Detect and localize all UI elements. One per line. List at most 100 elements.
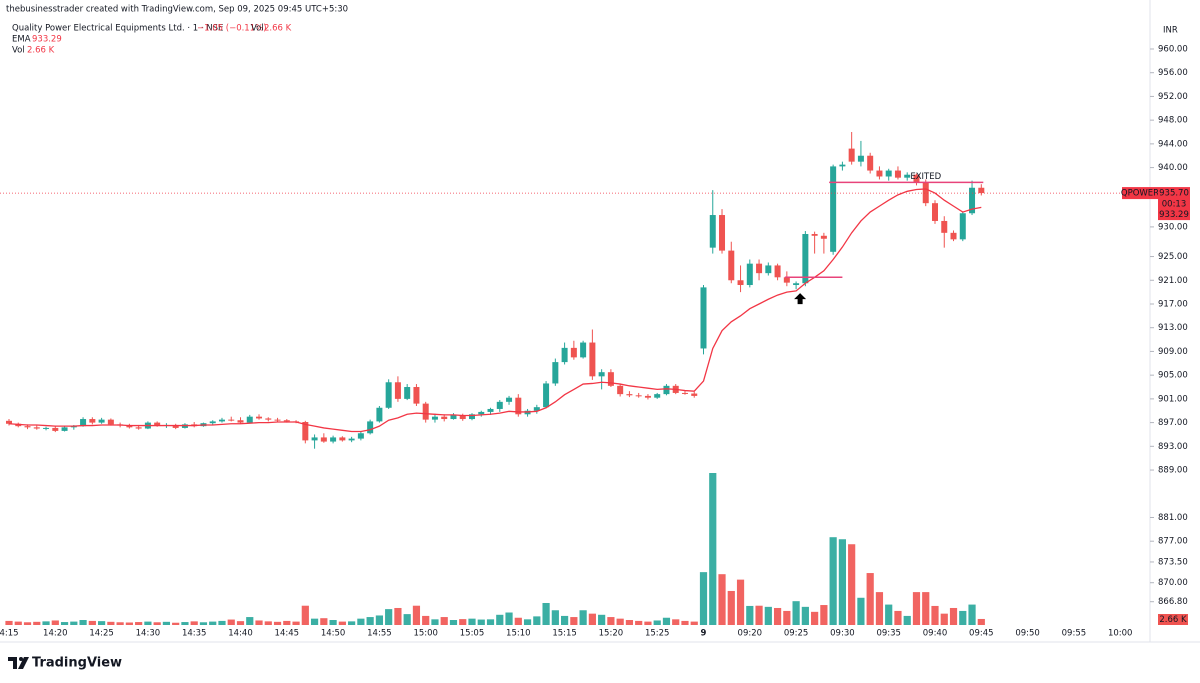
brand-logo: [8, 657, 29, 669]
x-tick-label: 09:25: [784, 629, 809, 639]
candle-body: [561, 347, 568, 363]
candle-body: [552, 362, 559, 384]
volume-bar: [403, 614, 411, 625]
volume-bar: [811, 611, 819, 625]
volume-bar: [162, 621, 171, 625]
candle-body: [756, 263, 763, 274]
candle-body: [932, 203, 938, 221]
volume-bar: [820, 605, 828, 625]
candle-body: [644, 395, 651, 398]
volume-bar: [394, 607, 402, 625]
y-tick-label: 913.00: [1158, 323, 1188, 333]
candle-body: [274, 419, 281, 421]
candle-body: [320, 437, 327, 442]
volume-bar: [653, 620, 661, 625]
ema-line: [8, 188, 982, 433]
volume-bar: [792, 601, 800, 625]
volume-bar: [959, 610, 967, 625]
volume-bar: [773, 607, 782, 625]
candle-body: [570, 347, 577, 358]
candle-body: [394, 382, 401, 399]
candle-body: [98, 419, 105, 423]
y-tick-label: 944.00: [1158, 139, 1188, 149]
volume-bar: [931, 605, 939, 625]
candle-body: [978, 187, 985, 194]
volume-bar: [764, 606, 772, 625]
volume-bar: [468, 618, 476, 625]
volume-bar: [42, 621, 50, 625]
ema-label: EMA: [12, 35, 31, 45]
x-tick-label: 10:00: [1108, 629, 1133, 639]
candle-body: [218, 419, 225, 422]
candle-body: [413, 387, 420, 404]
volume-bar: [375, 615, 383, 625]
volume-bar: [125, 622, 133, 625]
volume-bar: [940, 613, 948, 625]
volume-bar: [922, 592, 930, 625]
volume-bar: [968, 604, 976, 625]
candle-body: [43, 427, 50, 429]
candle-body: [52, 427, 59, 431]
y-tick-label: 909.00: [1158, 347, 1188, 357]
candle-body: [728, 250, 735, 281]
volume-bar: [542, 602, 550, 625]
x-tick-label: 14:35: [182, 629, 207, 639]
candle-body: [654, 394, 661, 398]
candle-body: [913, 174, 920, 183]
candle-body: [533, 407, 540, 411]
volume-bar: [412, 605, 421, 625]
volume-bar: [755, 605, 763, 625]
volume-bar: [385, 609, 393, 625]
vol2-label: Vol: [12, 46, 25, 56]
volume-bar: [903, 615, 911, 625]
y-tick-label: 877.00: [1158, 537, 1188, 547]
volume-bar: [246, 617, 254, 625]
volume-bar: [496, 614, 504, 625]
candle-body: [811, 234, 818, 236]
candle-body: [246, 416, 253, 423]
volume-bar: [699, 572, 708, 625]
candle-body: [950, 232, 957, 240]
y-tick-label: 940.00: [1158, 163, 1188, 173]
candle-body: [228, 419, 235, 421]
volume-bar: [329, 620, 337, 625]
volume-bar: [829, 537, 837, 625]
volume-bar: [736, 579, 745, 625]
volume-bar: [459, 619, 467, 625]
candle-body: [709, 215, 716, 248]
x-tick-label: 15:25: [645, 629, 670, 639]
candle-body: [820, 235, 827, 239]
volume-bar: [264, 621, 272, 625]
candle-body: [459, 415, 466, 420]
volume-bar: [912, 592, 921, 625]
candle-body: [737, 280, 744, 286]
candle-body: [598, 372, 605, 377]
y-tick-label: 893.00: [1158, 442, 1188, 452]
y-tick-label: 952.00: [1158, 92, 1188, 102]
candle-body: [617, 385, 624, 395]
volume-bar: [190, 621, 198, 625]
volume-bar: [144, 621, 152, 625]
candle-body: [691, 393, 698, 396]
candle-body: [681, 392, 688, 394]
y-tick-label: 917.00: [1158, 299, 1188, 309]
price-tag-bg: [1158, 187, 1190, 211]
y-tick-label: 956.00: [1158, 68, 1188, 78]
volume-bar: [366, 617, 374, 625]
volume-bar: [866, 573, 874, 625]
volume-bar: [727, 590, 735, 625]
candle-body: [496, 401, 503, 409]
x-tick-label: 09:45: [969, 629, 994, 639]
candle-body: [107, 419, 114, 425]
volume-bar: [949, 607, 958, 625]
volume-bar: [477, 619, 485, 625]
candle-body: [848, 148, 855, 162]
y-tick-label: 873.50: [1158, 557, 1188, 567]
candle-body: [89, 419, 96, 423]
volume-bar: [79, 620, 87, 625]
candle-body: [376, 407, 383, 422]
candle-body: [635, 395, 642, 397]
y-tick-label: 905.00: [1158, 371, 1188, 381]
candle-body: [367, 421, 374, 434]
